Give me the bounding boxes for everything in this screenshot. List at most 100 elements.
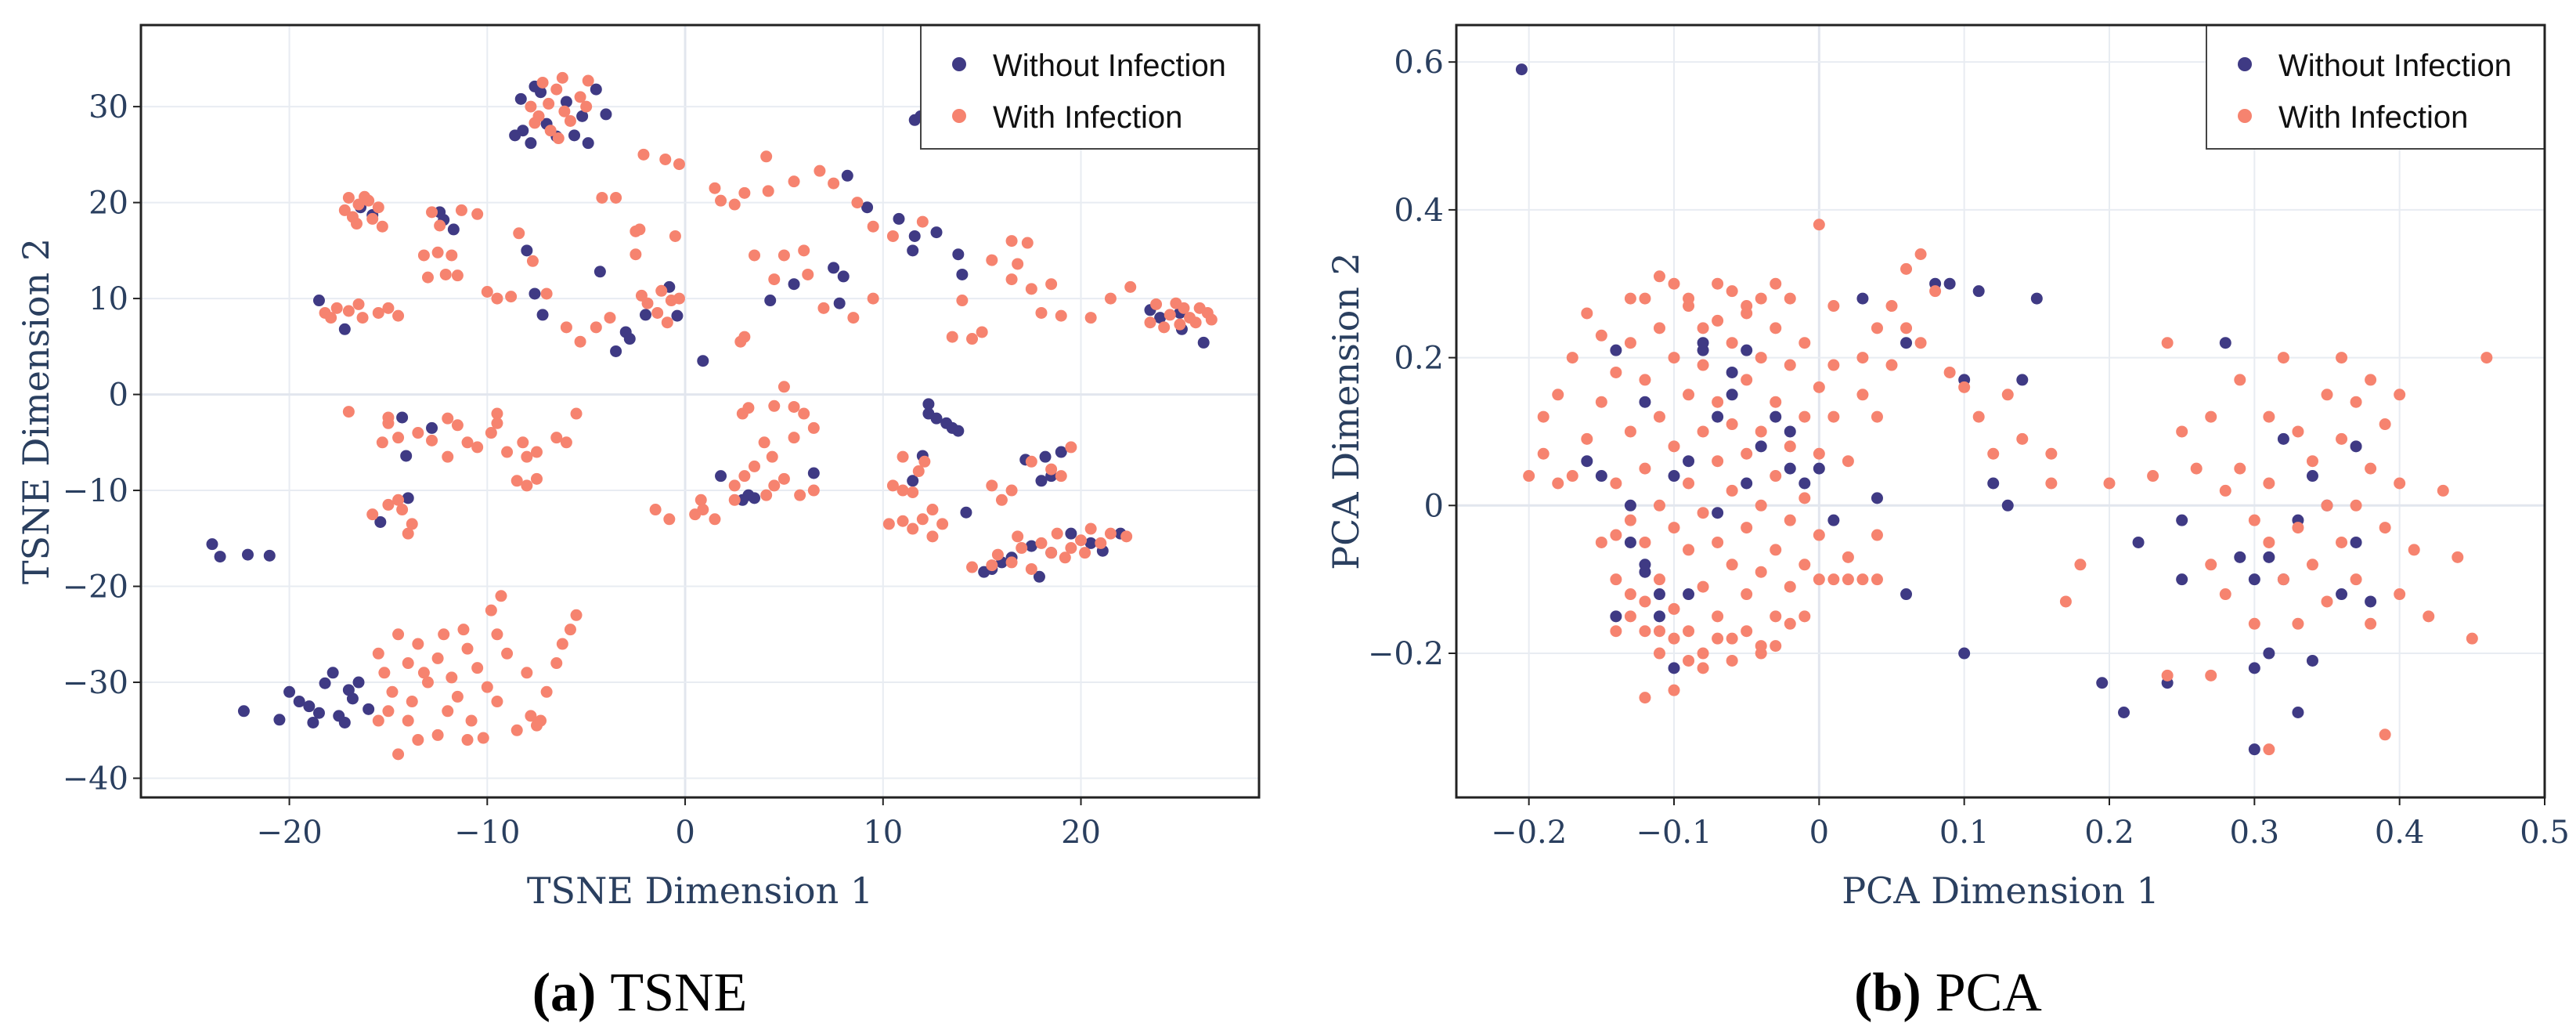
pca-point-with-infection: [1697, 507, 1709, 519]
pca-point-with-infection: [1668, 602, 1680, 615]
tsne-point-with-infection: [481, 286, 493, 298]
tsne-x-tick-label: 0: [675, 815, 695, 851]
tsne-point-with-infection: [986, 479, 998, 492]
tsne-point-without-infection: [930, 412, 943, 425]
tsne-point-with-infection: [540, 685, 553, 698]
tsne-point-without-infection: [402, 492, 414, 504]
pca-point-with-infection: [1653, 647, 1665, 660]
tsne-point-with-infection: [926, 504, 939, 516]
pca-point-with-infection: [1770, 640, 1782, 653]
tsne-point-with-infection: [798, 407, 810, 420]
tsne-point-without-infection: [764, 295, 777, 307]
pca-point-with-infection: [1653, 322, 1665, 334]
tsne-point-with-infection: [485, 427, 497, 439]
tsne-point-without-infection: [1197, 336, 1210, 349]
tsne-point-with-infection: [749, 249, 761, 262]
pca-point-with-infection: [1726, 418, 1738, 431]
tsne-point-with-infection: [1059, 551, 1071, 564]
pca-point-with-infection: [2408, 544, 2420, 556]
pca-point-with-infection: [1900, 262, 1913, 275]
tsne-point-with-infection: [847, 312, 860, 324]
pca-y-tick-label: −0.2: [1368, 636, 1444, 672]
pca-point-without-infection: [2350, 440, 2362, 453]
tsne-point-with-infection: [1075, 534, 1088, 547]
tsne-point-with-infection: [491, 292, 503, 305]
tsne-point-with-infection: [513, 227, 525, 240]
pca-point-with-infection: [1624, 588, 1636, 601]
tsne-point-with-infection: [580, 100, 593, 113]
tsne-point-with-infection: [382, 411, 395, 424]
pca-point-with-infection: [1827, 300, 1840, 313]
pca-point-with-infection: [1943, 366, 1956, 378]
tsne-point-with-infection: [1016, 542, 1028, 555]
tsne-point-with-infection: [582, 74, 594, 87]
tsne-point-with-infection: [451, 419, 464, 432]
tsne-point-with-infection: [457, 624, 470, 636]
tsne-panel: −20 −10 0 10 20 −40 −30 −20 −10 0 10 20 30 Without …: [15, 24, 1261, 1023]
tsne-point-without-infection: [956, 268, 969, 280]
pca-x-tick-label: 0.4: [2375, 815, 2425, 851]
tsne-point-with-infection: [406, 696, 418, 708]
tsne-point-with-infection: [446, 249, 458, 262]
pca-point-with-infection: [1958, 381, 1971, 393]
tsne-point-with-infection: [521, 479, 533, 492]
tsne-point-with-infection: [762, 185, 774, 197]
pca-point-without-infection: [1726, 389, 1738, 401]
tsne-point-with-infection: [540, 287, 553, 300]
pca-x-tick-label: 0.1: [1939, 815, 1990, 851]
tsne-point-without-infection: [908, 230, 921, 242]
tsne-point-without-infection: [303, 700, 316, 713]
tsne-point-without-infection: [593, 266, 606, 278]
tsne-point-with-infection: [402, 657, 414, 670]
pca-point-with-infection: [1610, 477, 1622, 490]
tsne-x-tick-label: −20: [256, 815, 322, 851]
pca-point-with-infection: [1856, 389, 1869, 401]
tsne-point-with-infection: [777, 472, 790, 485]
tsne-point-with-infection: [526, 255, 539, 267]
pca-point-with-infection: [2365, 374, 2377, 386]
tsne-point-with-infection: [882, 518, 895, 530]
tsne-point-with-infection: [491, 417, 503, 429]
pca-point-with-infection: [1683, 544, 1695, 556]
tsne-point-with-infection: [535, 714, 547, 727]
tsne-point-with-infection: [966, 561, 979, 573]
pca-point-with-infection: [1813, 381, 1825, 393]
tsne-point-with-infection: [461, 734, 474, 747]
tsne-point-with-infection: [1104, 292, 1117, 305]
tsne-point-with-infection: [392, 628, 405, 641]
tsne-point-with-infection: [802, 268, 814, 280]
tsne-point-with-infection: [758, 436, 770, 449]
tsne-point-with-infection: [1065, 441, 1077, 454]
tsne-point-with-infection: [392, 309, 405, 322]
tsne-point-with-infection: [471, 441, 484, 454]
tsne-point-with-infection: [376, 220, 388, 233]
pca-point-with-infection: [2205, 669, 2217, 682]
tsne-point-with-infection: [661, 316, 673, 329]
pca-caption-letter: (b): [1854, 963, 1921, 1023]
pca-point-with-infection: [2394, 477, 2406, 490]
tsne-point-with-infection: [495, 590, 507, 602]
tsne-point-with-infection: [501, 446, 514, 458]
pca-caption-text: PCA: [1936, 963, 2043, 1023]
tsne-point-with-infection: [412, 638, 424, 650]
pca-point-without-infection: [2350, 536, 2362, 548]
pca-point-without-infection: [1683, 588, 1695, 601]
pca-point-without-infection: [2096, 677, 2109, 689]
pca-point-with-infection: [1799, 610, 1811, 623]
pca-point-with-infection: [1639, 692, 1651, 704]
tsne-point-with-infection: [421, 271, 434, 284]
tsne-point-with-infection: [1021, 237, 1034, 249]
pca-point-without-infection: [1784, 462, 1796, 475]
tsne-point-without-infection: [509, 129, 521, 142]
tsne-point-with-infection: [431, 728, 444, 741]
pca-legend: Without Infection With Infection: [2206, 24, 2545, 150]
tsne-point-with-infection: [372, 306, 384, 319]
pca-point-with-infection: [1755, 499, 1767, 512]
tsne-y-tick-label: 20: [88, 186, 128, 222]
tsne-point-with-infection: [768, 273, 781, 286]
pca-x-tick-label: −0.1: [1636, 815, 1712, 851]
pca-point-with-infection: [1581, 307, 1593, 320]
tsne-point-with-infection: [659, 153, 672, 165]
tsne-point-with-infection: [760, 489, 773, 501]
tsne-point-with-infection: [350, 218, 363, 230]
